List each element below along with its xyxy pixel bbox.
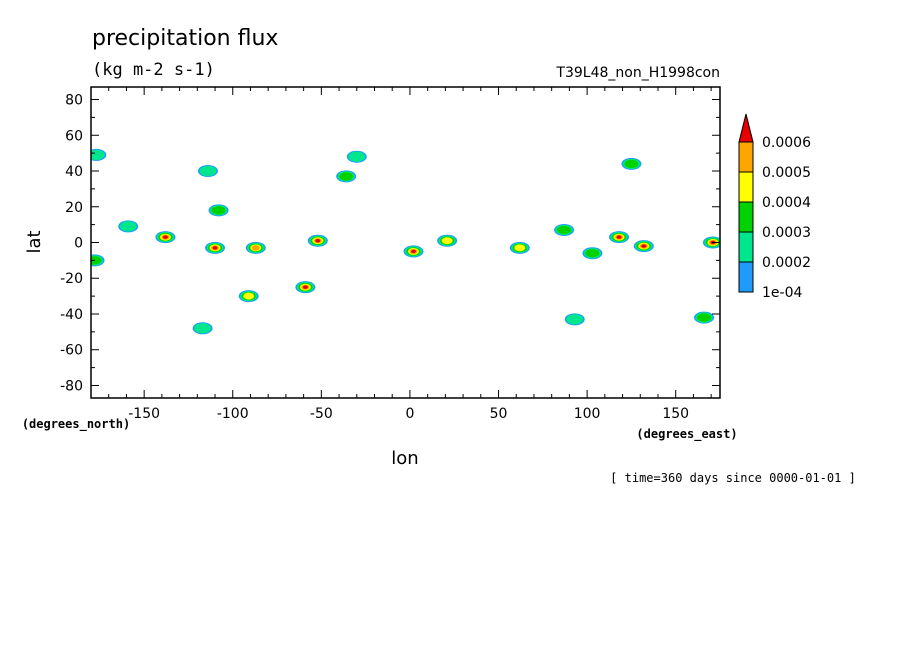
- y-tick-label: 0: [74, 236, 83, 252]
- y-tick-label: 40: [65, 164, 83, 180]
- precip-cell: [295, 281, 316, 294]
- x-units-label: (degrees_east): [636, 427, 737, 442]
- precip-contour: [199, 165, 217, 177]
- precip-contour: [616, 235, 622, 239]
- precip-cell: [118, 220, 139, 233]
- precip-contour: [91, 256, 102, 265]
- x-tick-label: 50: [490, 406, 508, 422]
- y-tick-label: -20: [60, 271, 83, 287]
- precip-contour: [162, 235, 168, 239]
- x-tick-label: 100: [574, 406, 601, 422]
- colorbar-label: 0.0002: [762, 255, 811, 271]
- colorbar-swatch: [738, 171, 754, 203]
- x-tick-labels: -150 -100 -50 0 50 100 150: [128, 406, 689, 422]
- colorbar-swatch: [738, 141, 754, 173]
- y-tick-label: 80: [65, 93, 83, 109]
- precip-contour: [194, 323, 212, 334]
- experiment-label: T39L48_non_H1998con: [555, 65, 720, 81]
- y-tick-label: -80: [60, 378, 83, 394]
- precip-cell: [205, 241, 226, 254]
- colorbar-swatch: [738, 261, 754, 293]
- y-tick-labels: 80 60 40 20 0 -20 -40 -60 -80: [60, 93, 83, 395]
- precip-cell: [694, 311, 715, 324]
- precip-contour: [315, 238, 321, 243]
- precip-cell: [192, 322, 213, 335]
- precip-cell: [509, 241, 530, 254]
- precip-cell: [208, 204, 229, 217]
- precip-cell: [245, 241, 266, 254]
- precip-cell: [621, 157, 642, 170]
- precip-contour: [91, 149, 105, 161]
- x-axis-label: lon: [391, 448, 418, 469]
- precip-cell: [336, 170, 357, 183]
- precip-cell: [403, 245, 424, 258]
- x-tick-label: 0: [405, 406, 414, 422]
- plot-background: [91, 87, 720, 398]
- y-axis-label: lat: [24, 230, 45, 253]
- precip-contour: [441, 237, 453, 245]
- y-units-label: (degrees_north): [22, 417, 130, 432]
- chart-units: (kg m-2 s-1): [92, 60, 215, 80]
- colorbar-extend-arrow: [738, 113, 754, 143]
- precip-contour: [251, 245, 260, 251]
- colorbar-label: 0.0003: [762, 225, 811, 241]
- precip-contour: [557, 225, 572, 235]
- time-label: [ time=360 days since 0000-01-01 ]: [610, 471, 856, 485]
- precip-cell: [633, 240, 654, 253]
- colorbar-label: 1e-04: [762, 285, 802, 301]
- precip-cell: [238, 290, 259, 303]
- precip-contour: [212, 246, 218, 250]
- precip-cell: [564, 313, 585, 326]
- precip-cell: [437, 234, 458, 247]
- colorbar: 1e-04 0.0002 0.0003 0.0004 0.0005 0.0006: [738, 113, 811, 301]
- precip-cell: [155, 231, 176, 244]
- colorbar-swatch: [738, 231, 754, 263]
- precip-field: [91, 148, 720, 335]
- y-tick-label: -60: [60, 343, 83, 359]
- precip-contour: [566, 314, 584, 325]
- precip-contour: [348, 151, 366, 162]
- precip-cell: [609, 231, 630, 244]
- axis-ticks: [91, 87, 720, 398]
- colorbar-label: 0.0006: [762, 135, 811, 151]
- precip-contour: [410, 249, 416, 254]
- colorbar-swatch: [738, 201, 754, 233]
- colorbar-label: 0.0004: [762, 195, 811, 211]
- precip-contour: [302, 285, 308, 289]
- precip-contour: [243, 292, 255, 300]
- precip-contour: [585, 248, 600, 258]
- colorbar-label: 0.0005: [762, 165, 811, 181]
- precip-contour: [211, 206, 226, 215]
- x-tick-label: 150: [662, 406, 689, 422]
- chart-title: precipitation flux: [92, 26, 278, 51]
- precip-cell: [91, 254, 105, 267]
- y-tick-label: -40: [60, 307, 83, 323]
- x-tick-label: -150: [128, 406, 160, 422]
- precip-contour: [641, 244, 647, 248]
- precip-contour: [514, 244, 526, 252]
- y-tick-label: 20: [65, 200, 83, 216]
- y-tick-label: 60: [65, 128, 83, 144]
- precip-cell: [91, 148, 107, 161]
- precip-contour: [624, 159, 639, 169]
- x-tick-label: -50: [310, 406, 333, 422]
- precip-cell: [582, 247, 603, 260]
- precip-contour: [339, 172, 354, 181]
- x-tick-label: -100: [217, 406, 249, 422]
- precip-contour: [119, 221, 137, 232]
- precip-contour: [697, 313, 712, 322]
- precip-cell: [197, 165, 218, 178]
- precip-cell: [346, 150, 367, 163]
- precip-cell: [554, 223, 575, 236]
- precip-cell: [307, 234, 328, 247]
